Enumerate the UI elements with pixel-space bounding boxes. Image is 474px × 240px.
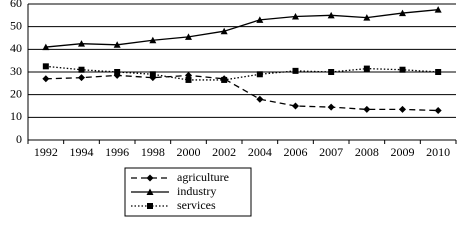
- point: [114, 69, 121, 75]
- legend-marker: [147, 203, 153, 209]
- x-tick-label: 2010: [426, 145, 450, 159]
- point: [42, 75, 50, 83]
- point: [78, 40, 85, 47]
- point: [42, 63, 49, 70]
- chart: 0 10 20 30 40 50 60 1992 1994 1996 1998 2000 2002 200…: [10, 0, 457, 217]
- point: [149, 36, 157, 44]
- point: [363, 14, 371, 21]
- series-line: [45, 65, 439, 81]
- y-tick-label: 20: [10, 86, 22, 100]
- x-tick-label: 2002: [212, 145, 236, 159]
- point: [434, 6, 442, 13]
- point: [327, 11, 335, 19]
- point: [185, 76, 192, 83]
- point: [363, 105, 371, 113]
- legend-marker: [146, 174, 154, 182]
- point: [149, 71, 156, 78]
- point: [256, 16, 264, 23]
- x-tick-label: 1998: [141, 145, 165, 159]
- point: [292, 102, 299, 110]
- y-tick-label: 10: [10, 109, 22, 123]
- point: [221, 76, 228, 83]
- x-tick-label: 2006: [284, 145, 308, 159]
- series-line: [45, 74, 439, 112]
- point: [434, 107, 442, 115]
- y-tick-label: 60: [10, 0, 22, 10]
- x-tick-label: 1992: [34, 145, 58, 159]
- point: [78, 74, 85, 82]
- point: [399, 105, 406, 113]
- x-tick-label: 2004: [248, 145, 272, 159]
- y-tick-label: 0: [16, 132, 22, 146]
- legend-marker: [146, 188, 154, 195]
- point: [113, 41, 121, 48]
- point: [435, 69, 442, 75]
- x-tick-label: 1994: [70, 145, 94, 159]
- point: [399, 9, 406, 17]
- point: [78, 66, 85, 73]
- point: [292, 67, 299, 74]
- x-tick-label: 2009: [391, 145, 415, 159]
- point: [363, 65, 370, 72]
- point: [399, 66, 406, 73]
- point: [256, 95, 264, 103]
- x-tick-label: 2000: [177, 145, 201, 159]
- series-line: [45, 9, 439, 48]
- x-tick-label: 2007: [319, 145, 343, 159]
- legend-label: industry: [177, 184, 216, 198]
- y-tick-label: 50: [10, 18, 22, 32]
- point: [292, 12, 299, 20]
- y-tick-label: 30: [10, 64, 22, 78]
- point: [327, 103, 335, 111]
- x-tick-label: 2008: [355, 145, 379, 159]
- y-tick-label: 40: [10, 41, 22, 55]
- legend-label: services: [177, 198, 216, 212]
- point: [256, 71, 263, 78]
- legend-label: agriculture: [177, 170, 229, 184]
- point: [220, 27, 228, 35]
- point: [185, 33, 192, 40]
- point: [42, 43, 50, 51]
- x-tick-label: 1996: [105, 145, 129, 159]
- point: [328, 69, 335, 75]
